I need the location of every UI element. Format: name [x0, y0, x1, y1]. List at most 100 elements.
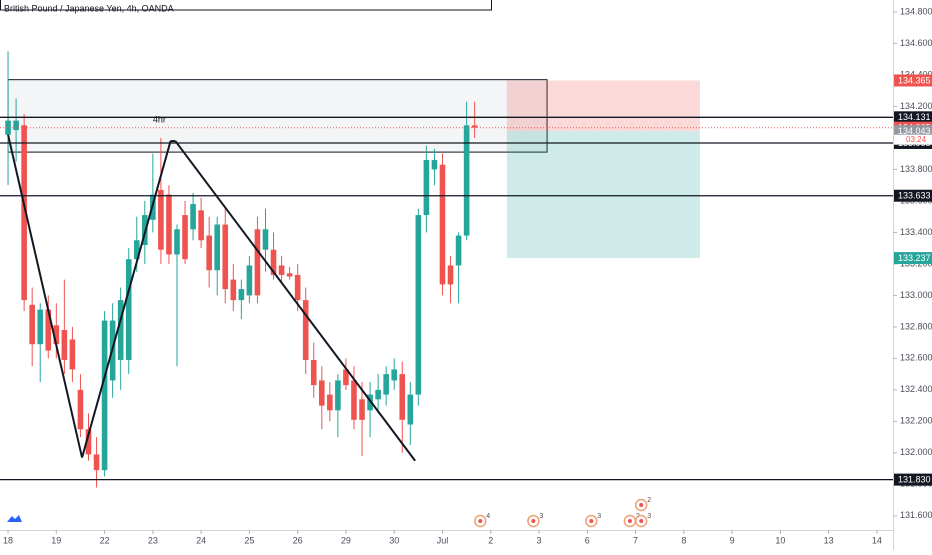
x-tick-label: 26 [293, 535, 303, 545]
candle-body [238, 289, 245, 301]
candle-body [29, 304, 35, 345]
candle-body [37, 309, 44, 345]
event-dot [627, 519, 632, 523]
x-tick-label: 14 [872, 535, 882, 545]
price-label: 131.830 [898, 474, 931, 484]
y-tick-label: 132.400 [900, 384, 932, 394]
candle-body [439, 164, 446, 285]
candle-body [254, 229, 261, 296]
x-tick-label: 29 [341, 535, 351, 545]
price-label: 133.633 [898, 191, 931, 201]
event-count: 2 [647, 497, 651, 504]
y-tick-label: 132.200 [900, 416, 932, 426]
countdown: 03:24 [906, 135, 927, 144]
y-tick-label: 134.200 [900, 101, 932, 111]
y-tick-label: 133.800 [900, 164, 932, 174]
candle-body [246, 265, 253, 296]
x-tick-label: 25 [244, 535, 254, 545]
event-dot [639, 519, 644, 523]
candle-body [383, 374, 389, 395]
candle-body [294, 274, 301, 301]
candle-body [77, 389, 84, 430]
x-tick-label: 2 [488, 535, 493, 545]
candle-body [230, 279, 237, 301]
candle-body [53, 325, 60, 345]
candle-body [319, 380, 325, 406]
candle-body [21, 125, 27, 301]
event-dot [478, 519, 483, 523]
logo [4, 510, 24, 526]
price-label-bg [894, 125, 932, 138]
event-count: 3 [539, 513, 543, 520]
y-tick-label: 131.600 [900, 510, 932, 520]
event-count: 3 [597, 513, 601, 520]
candles [5, 51, 478, 488]
logo-mark [7, 515, 22, 522]
price-label-bg [894, 111, 932, 124]
candle-body [69, 339, 76, 370]
candle-body [166, 194, 172, 255]
price-label: 134.043 [898, 126, 931, 136]
x-tick-label: 9 [730, 535, 735, 545]
drawings-back [7, 79, 700, 259]
candle-body [206, 235, 212, 271]
zone-label: 4hr [153, 114, 166, 124]
y-tick-label: 133.400 [900, 227, 932, 237]
y-tick-label: 133.000 [900, 290, 932, 300]
x-tick-label: 10 [775, 535, 785, 545]
price-label-bg [894, 473, 932, 486]
trendline [81, 140, 172, 458]
symbol-title: British Pound / Japanese Yen, 4h, OANDA [4, 3, 174, 13]
candle-body [93, 454, 100, 471]
x-tick-label: Jul [437, 535, 449, 545]
candle-body [375, 389, 381, 400]
y-tick-label: 132.800 [900, 321, 932, 331]
candle-body [182, 215, 188, 260]
x-tick-label: 19 [51, 535, 61, 545]
candle-body [190, 204, 196, 230]
candle-body [85, 429, 92, 455]
price-label: 134.131 [898, 112, 931, 122]
candle-body [222, 224, 229, 290]
countdown-bg [894, 134, 932, 145]
candle-body [431, 159, 438, 170]
candle-body [61, 330, 68, 360]
candle-body [359, 399, 365, 420]
candle-body [335, 380, 341, 411]
target-zone [506, 131, 700, 259]
x-tick-label: 22 [100, 535, 110, 545]
candle-body [471, 125, 478, 128]
event-count: 4 [486, 513, 490, 520]
candle-body [158, 189, 164, 250]
y-tick-label: 132.000 [900, 447, 932, 457]
trendline [174, 140, 416, 462]
x-tick-label: 13 [824, 535, 834, 545]
candle-body [270, 249, 277, 275]
event-dot [639, 503, 644, 507]
candle-body [463, 125, 470, 236]
trendline [7, 134, 84, 458]
candle-body [415, 215, 422, 395]
candle-body [125, 259, 132, 360]
upper-zone-box [0, 0, 492, 11]
candle-body [455, 235, 462, 266]
x-tick-label: 23 [148, 535, 158, 545]
candle-body [286, 273, 293, 277]
axes: 131.600131.800132.000132.200132.400132.6… [3, 6, 932, 545]
x-tick-label: 24 [196, 535, 206, 545]
price-label-bg [894, 74, 932, 87]
x-tick-label: 6 [585, 535, 590, 545]
candle-body [262, 229, 269, 250]
price-label: 133.237 [898, 253, 931, 263]
candle-body [117, 300, 124, 360]
candle-body [391, 369, 398, 381]
y-tick-label: 134.600 [900, 38, 932, 48]
candle-body [407, 394, 414, 425]
stop-zone [506, 80, 700, 132]
candle-body [310, 359, 317, 386]
y-tick-label: 134.400 [900, 69, 932, 79]
candle-body [198, 210, 204, 241]
